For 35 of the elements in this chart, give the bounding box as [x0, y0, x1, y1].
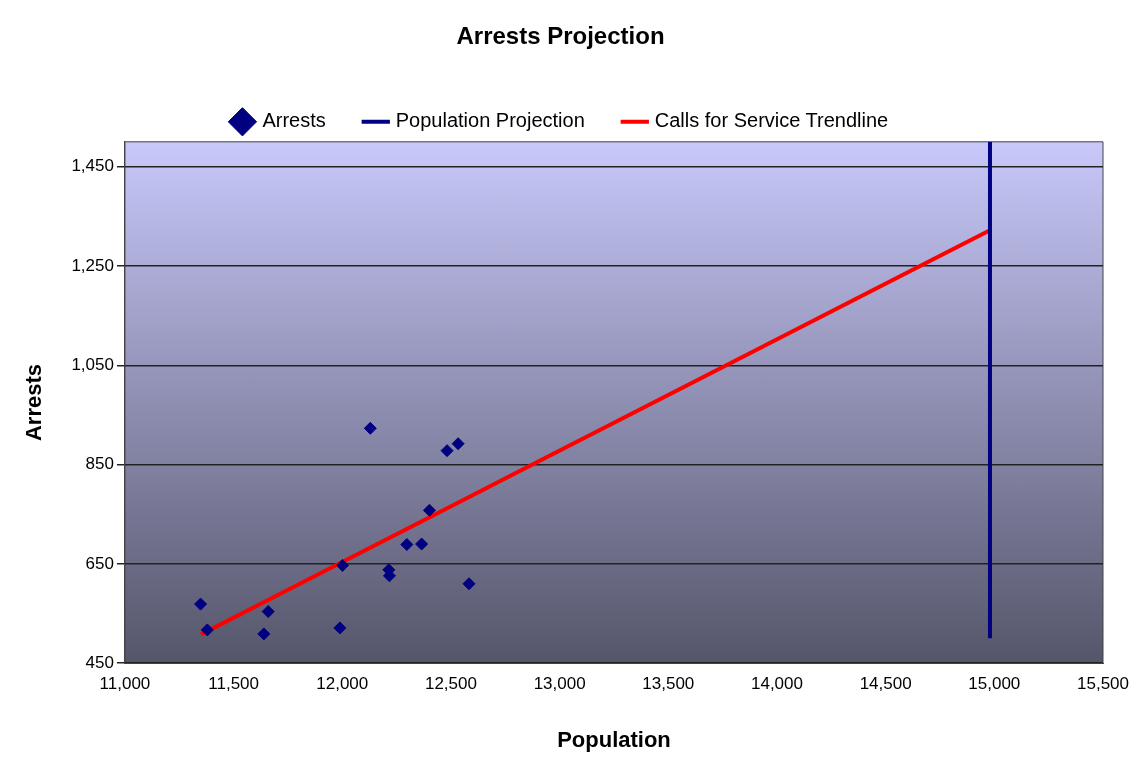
legend-label: Arrests: [262, 109, 326, 132]
x-tick-label: 12,500: [424, 674, 477, 694]
point: [422, 503, 436, 517]
point: [440, 444, 454, 458]
x-tick-label: 14,000: [750, 674, 803, 694]
x-tick-label: 15,000: [968, 674, 1021, 694]
y-tick-label: 1,450: [71, 156, 114, 176]
legend-label: Population Projection: [395, 109, 585, 132]
x-tick-label: 11,500: [208, 674, 259, 694]
point: [415, 537, 429, 551]
chart-title: Arrests Projection: [456, 22, 665, 50]
x-axis-title: Population: [557, 726, 671, 752]
x-tick-label: 15,500: [1077, 674, 1129, 694]
point: [400, 538, 414, 552]
x-tick-label: 14,500: [859, 674, 912, 694]
point: [257, 627, 271, 641]
x-tick-label: 12,000: [316, 674, 369, 694]
point: [451, 437, 465, 451]
y-tick-label: 650: [85, 553, 114, 573]
point: [200, 623, 214, 637]
x-tick-label: 11,000: [99, 674, 151, 694]
y-axis-title: Arrests: [21, 363, 47, 442]
x-tick-label: 13,000: [533, 674, 586, 694]
y-tick-label: 1,250: [71, 255, 114, 275]
point: [194, 597, 208, 611]
point: [462, 577, 476, 591]
x-tick-label: 13,500: [642, 674, 695, 694]
point: [261, 605, 275, 619]
legend-label: Calls for Service Trendline: [654, 109, 889, 132]
point: [333, 621, 347, 635]
point: [363, 421, 377, 435]
point: [336, 558, 350, 572]
y-tick-label: 1,050: [71, 354, 114, 374]
y-tick-label: 450: [85, 652, 114, 672]
y-tick-label: 850: [85, 454, 114, 474]
